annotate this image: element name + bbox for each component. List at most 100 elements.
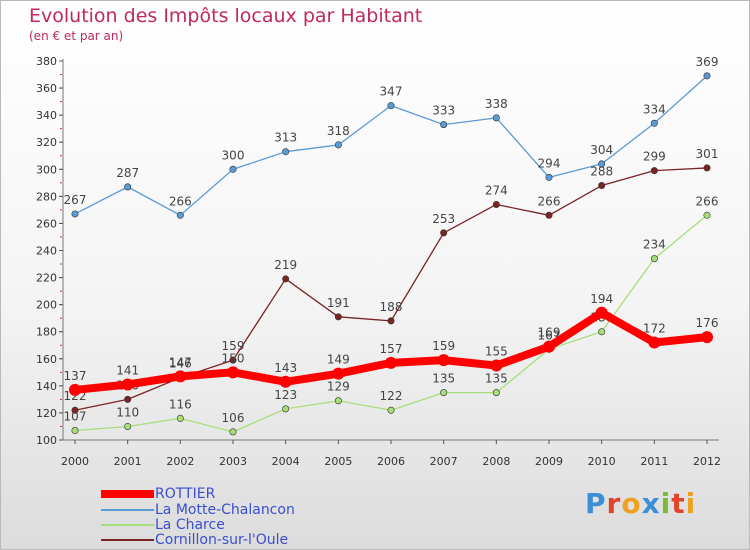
data-point [121,378,134,391]
data-label: 274 [485,183,508,197]
data-point [650,255,658,263]
x-tick-label: 2011 [640,455,668,468]
data-label: 106 [222,411,245,425]
data-point [440,229,448,237]
data-point [492,200,500,208]
data-label: 266 [169,194,192,208]
data-point [648,336,661,349]
data-label: 135 [432,372,455,386]
data-label: 143 [274,361,297,375]
data-point [385,356,397,369]
data-point [703,164,711,172]
data-point [124,395,132,403]
data-label: 107 [64,410,87,424]
data-label: 194 [590,292,613,306]
data-label: 116 [169,397,192,411]
logo-letter: t [671,487,686,520]
data-point [71,210,79,218]
data-point [176,414,184,422]
data-label: 191 [327,296,350,310]
data-point [650,119,658,127]
y-tick-label: 220 [36,272,57,285]
data-label: 301 [696,147,719,161]
x-tick-label: 2004 [272,455,300,468]
data-label: 110 [116,405,139,419]
legend-label: Cornillon-sur-l'Oule [155,532,289,548]
data-point [174,370,187,383]
x-tick-label: 2008 [482,455,510,468]
y-tick-label: 360 [36,82,57,95]
y-tick-label: 320 [36,136,57,149]
data-label: 159 [432,339,455,353]
data-point [282,405,290,413]
data-point [545,173,553,181]
data-label: 146 [169,357,192,371]
legend-item: La Motte-Chalancon [101,502,295,518]
y-tick-label: 340 [36,109,57,122]
y-tick-label: 260 [36,217,57,230]
data-point [703,211,711,219]
data-point [229,356,237,364]
data-point [334,141,342,149]
data-label: 137 [64,369,87,383]
data-label: 188 [380,300,403,314]
data-point [71,406,79,414]
legend-label: ROTTIER [155,486,216,502]
data-point [334,313,342,321]
data-label: 333 [432,104,455,118]
data-label: 234 [643,238,666,252]
data-point [650,167,658,175]
logo-letter: i [660,487,672,520]
data-label: 122 [380,389,403,403]
logo-letter: x [641,487,661,520]
x-tick-label: 2000 [61,455,89,468]
y-tick-label: 200 [36,299,57,312]
data-point [69,383,81,396]
data-label: 159 [222,339,245,353]
data-label: 176 [696,316,719,330]
y-tick-label: 100 [36,434,57,447]
data-label: 135 [485,372,508,386]
data-point [332,367,345,380]
data-label: 155 [485,345,508,359]
data-label: 334 [643,102,666,116]
data-label: 299 [643,150,666,164]
data-point [229,165,237,173]
data-point [387,102,395,110]
legend-item: Cornillon-sur-l'Oule [101,532,288,548]
data-point [124,183,132,191]
data-point [279,375,292,388]
data-point [598,328,606,336]
data-label: 123 [274,388,297,402]
data-label: 300 [222,148,245,162]
logo-letter: o [621,487,642,520]
proxiti-logo: Proxiti [585,487,696,520]
data-label: 141 [116,364,139,378]
legend-item: ROTTIER [101,486,215,502]
x-tick-label: 2010 [588,455,616,468]
data-point [492,114,500,122]
data-label: 169 [538,326,561,340]
chart-subtitle: (en € et par an) [29,29,124,43]
data-point [545,211,553,219]
data-label: 287 [116,166,139,180]
data-point [437,354,450,367]
x-tick-label: 2007 [430,455,458,468]
data-label: 338 [485,97,508,111]
y-tick-label: 140 [36,380,57,393]
x-tick-label: 2003 [219,455,247,468]
legend-swatch [101,509,154,511]
x-tick-label: 2006 [377,455,405,468]
data-point [71,427,79,435]
chart-title: Evolution des Impôts locaux par Habitant [29,5,423,27]
data-point [176,211,184,219]
data-point [595,306,608,319]
legend-label: La Charce [155,517,225,533]
data-label: 147 [169,355,192,369]
data-point [598,182,606,190]
data-point [227,366,239,379]
data-label: 369 [696,55,719,69]
data-label: 313 [274,131,297,145]
